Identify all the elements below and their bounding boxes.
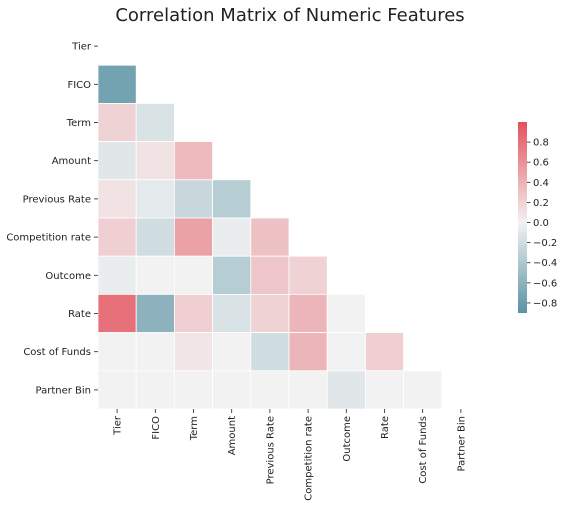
heatmap-cell (136, 180, 174, 218)
heatmap-cell (404, 371, 442, 409)
heatmap-cell (251, 294, 289, 332)
heatmap-cell (136, 218, 174, 256)
heatmap-cell (365, 333, 403, 371)
x-tick-label: Tier (113, 415, 124, 436)
heatmap-cell (136, 333, 174, 371)
heatmap-cell (136, 371, 174, 409)
x-tick-label: Outcome (342, 416, 353, 462)
heatmap-cell (213, 180, 251, 218)
heatmap-cell (251, 371, 289, 409)
colorbar-tick-label: −0.4 (533, 258, 557, 269)
heatmap-cell (289, 371, 327, 409)
colorbar-tick-label: 0.0 (533, 218, 549, 229)
heatmap-cell (136, 142, 174, 180)
heatmap-cell (365, 371, 403, 409)
x-tick-label: Amount (227, 416, 238, 455)
heatmap-cell (289, 294, 327, 332)
x-tick-label: Term (189, 416, 200, 441)
colorbar-tick-label: 0.6 (533, 158, 549, 169)
heatmap-cell (213, 294, 251, 332)
heatmap-cell (98, 103, 136, 141)
colorbar: 0.8 0.6 0.4 0.2 0.0 −0.2 −0.4 −0.6 −0.8 (518, 122, 557, 313)
colorbar-tick-label: 0.4 (533, 178, 549, 189)
y-axis: Tier FICO Term Amount Previous Rate Competiti… (6, 42, 98, 397)
heatmap-cell (327, 371, 365, 409)
heatmap-cell (98, 333, 136, 371)
heatmap-cell (98, 180, 136, 218)
y-tick-label: Partner Bin (36, 385, 92, 396)
heatmap-cell (174, 371, 212, 409)
heatmap-cell (327, 333, 365, 371)
x-tick-label: Previous Rate (265, 416, 276, 484)
heatmap-cell (174, 333, 212, 371)
y-tick-label: Tier (71, 42, 92, 53)
heatmap-cell (98, 218, 136, 256)
colorbar-tick-label: −0.2 (533, 238, 557, 249)
y-tick-label: Amount (52, 156, 91, 167)
chart-title: Correlation Matrix of Numeric Features (115, 5, 464, 26)
heatmap-cell (174, 256, 212, 294)
heatmap-cell (174, 218, 212, 256)
colorbar-tick-label: 0.8 (533, 138, 549, 149)
heatmap-cell (98, 371, 136, 409)
heatmap-cell (213, 333, 251, 371)
x-tick-label: FICO (151, 416, 162, 440)
heatmap-cell (289, 333, 327, 371)
y-tick-label: Cost of Funds (23, 347, 91, 358)
heatmap-cell (174, 180, 212, 218)
heatmap-cell (251, 333, 289, 371)
colorbar-tick-label: −0.8 (533, 298, 557, 309)
x-tick-label: Rate (380, 416, 391, 439)
heatmap-cell (251, 218, 289, 256)
colorbar-tick-label: −0.6 (533, 278, 557, 289)
heatmap-cell (136, 103, 174, 141)
heatmap-cell (251, 256, 289, 294)
heatmap-cell (98, 65, 136, 103)
colorbar-gradient (518, 122, 527, 313)
x-tick-label: Cost of Funds (418, 416, 429, 484)
y-tick-label: Previous Rate (23, 194, 91, 205)
x-axis: Tier FICO Term Amount Previous Rate Competiti… (113, 409, 468, 501)
heatmap-cell (174, 294, 212, 332)
heatmap-cell (327, 294, 365, 332)
heatmap-cell (98, 256, 136, 294)
heatmap-cell (98, 142, 136, 180)
heatmap-cell (136, 256, 174, 294)
y-tick-label: FICO (67, 80, 91, 91)
heatmap-cell (98, 294, 136, 332)
heatmap-cell (213, 256, 251, 294)
y-tick-label: Outcome (45, 271, 91, 282)
heatmap-cell (174, 142, 212, 180)
heatmap-cell (213, 371, 251, 409)
heatmap-cell (136, 294, 174, 332)
y-tick-label: Term (66, 118, 91, 129)
y-tick-label: Rate (68, 309, 91, 320)
x-tick-label: Partner Bin (456, 416, 467, 472)
heatmap-cell (213, 218, 251, 256)
x-tick-label: Competition rate (304, 416, 315, 501)
colorbar-tick-label: 0.2 (533, 198, 549, 209)
y-tick-label: Competition rate (6, 233, 91, 244)
heatmap-cell (289, 256, 327, 294)
heatmap-cells (98, 65, 442, 409)
